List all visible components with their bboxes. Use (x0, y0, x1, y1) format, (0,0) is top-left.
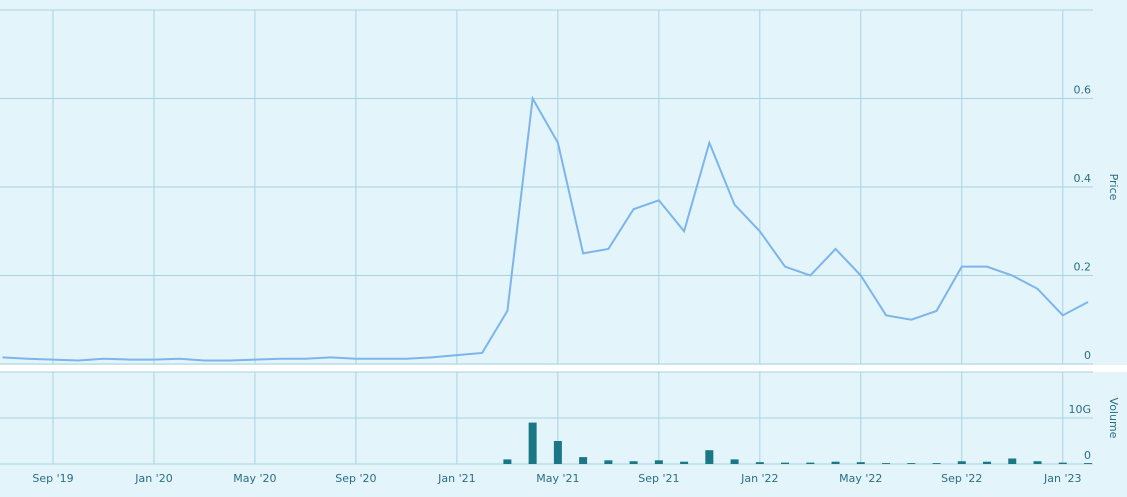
volume-bar (1033, 461, 1042, 464)
volume-bar (680, 461, 689, 464)
volume-bar (604, 460, 613, 464)
volume-bar (907, 463, 916, 464)
panel-gap (0, 365, 1127, 372)
volume-bar (629, 461, 638, 464)
volume-bar (932, 463, 941, 464)
volume-bar (831, 461, 840, 464)
x-tick-label: Sep '22 (941, 472, 982, 485)
volume-bar (579, 457, 588, 464)
x-tick-label: Jan '23 (1043, 472, 1081, 485)
volume-bar (882, 463, 891, 464)
volume-bar (983, 461, 992, 464)
y-tick-label: 0 (1084, 449, 1091, 462)
x-tick-label: Sep '19 (32, 472, 73, 485)
y-tick-label: 0.4 (1074, 172, 1092, 185)
volume-bar (503, 459, 512, 464)
volume-bar (553, 441, 562, 464)
volume-bar (705, 450, 714, 464)
x-tick-label: Jan '21 (437, 472, 475, 485)
x-tick-label: Jan '22 (740, 472, 778, 485)
volume-bar (755, 462, 764, 464)
x-tick-label: May '21 (536, 472, 579, 485)
volume-bar (1058, 462, 1067, 464)
volume-bar (730, 459, 739, 464)
axis-title: Price (1107, 174, 1120, 201)
x-tick-label: May '22 (839, 472, 882, 485)
x-tick-label: Sep '21 (638, 472, 679, 485)
volume-bar (1008, 458, 1017, 464)
volume-bar (806, 462, 815, 464)
volume-bar (957, 461, 966, 464)
volume-bar (781, 462, 790, 464)
y-tick-label: 0 (1084, 349, 1091, 362)
price-line (2, 95, 1089, 362)
volume-bar (1084, 463, 1092, 464)
axis-title: Volume (1107, 398, 1120, 439)
volume-bar (528, 422, 537, 464)
y-tick-label: 10G (1068, 403, 1091, 416)
x-tick-label: Sep '20 (335, 472, 376, 485)
x-tick-label: Jan '20 (134, 472, 172, 485)
y-tick-label: 0.2 (1074, 261, 1092, 274)
y-tick-label: 0.6 (1074, 84, 1092, 97)
x-tick-label: May '20 (233, 472, 276, 485)
volume-bar (856, 462, 865, 464)
volume-bar (654, 460, 663, 464)
